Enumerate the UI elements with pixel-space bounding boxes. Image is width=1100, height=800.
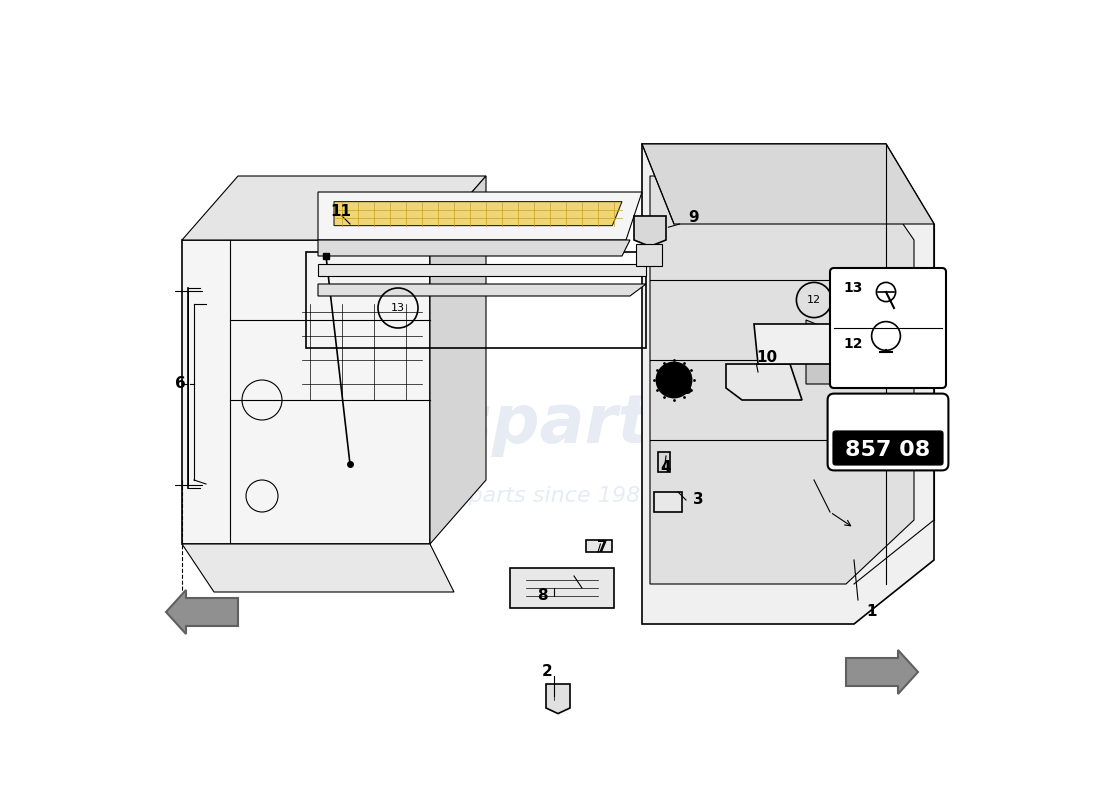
- FancyBboxPatch shape: [833, 430, 944, 466]
- Text: 9: 9: [689, 210, 700, 225]
- Polygon shape: [642, 144, 934, 224]
- Text: 6: 6: [175, 377, 186, 391]
- Polygon shape: [754, 324, 886, 364]
- Circle shape: [657, 362, 692, 398]
- Polygon shape: [650, 176, 914, 584]
- Polygon shape: [182, 544, 454, 592]
- FancyArrow shape: [846, 650, 918, 694]
- Polygon shape: [634, 216, 665, 246]
- Text: 10: 10: [757, 350, 778, 365]
- Text: 12: 12: [844, 337, 864, 351]
- Text: 2: 2: [542, 664, 552, 679]
- Polygon shape: [318, 192, 642, 240]
- Polygon shape: [658, 452, 670, 472]
- Polygon shape: [654, 492, 682, 512]
- Polygon shape: [637, 244, 662, 266]
- Polygon shape: [546, 684, 570, 714]
- Polygon shape: [642, 144, 934, 624]
- Polygon shape: [334, 202, 622, 226]
- Text: 12: 12: [807, 295, 821, 305]
- Polygon shape: [318, 240, 630, 256]
- Polygon shape: [510, 568, 614, 608]
- Text: 1: 1: [866, 604, 877, 619]
- Text: 7: 7: [596, 541, 607, 555]
- Text: 5: 5: [682, 382, 693, 397]
- Polygon shape: [318, 264, 646, 276]
- FancyBboxPatch shape: [827, 394, 948, 470]
- FancyArrow shape: [166, 590, 238, 634]
- Text: 4: 4: [661, 461, 671, 475]
- Text: 3: 3: [693, 493, 703, 507]
- Text: a passion for parts since 1985: a passion for parts since 1985: [318, 486, 654, 506]
- Polygon shape: [806, 320, 846, 384]
- Polygon shape: [586, 540, 613, 552]
- Text: 8: 8: [537, 589, 548, 603]
- Text: 11: 11: [330, 204, 351, 219]
- Polygon shape: [726, 364, 802, 400]
- Polygon shape: [430, 176, 486, 544]
- Text: 13: 13: [390, 303, 405, 313]
- Polygon shape: [318, 284, 646, 296]
- Text: 857 08: 857 08: [846, 440, 931, 460]
- Polygon shape: [182, 240, 430, 544]
- Text: 13: 13: [844, 281, 864, 295]
- Text: eurosparts: eurosparts: [282, 391, 690, 457]
- FancyBboxPatch shape: [830, 268, 946, 388]
- Polygon shape: [182, 176, 486, 240]
